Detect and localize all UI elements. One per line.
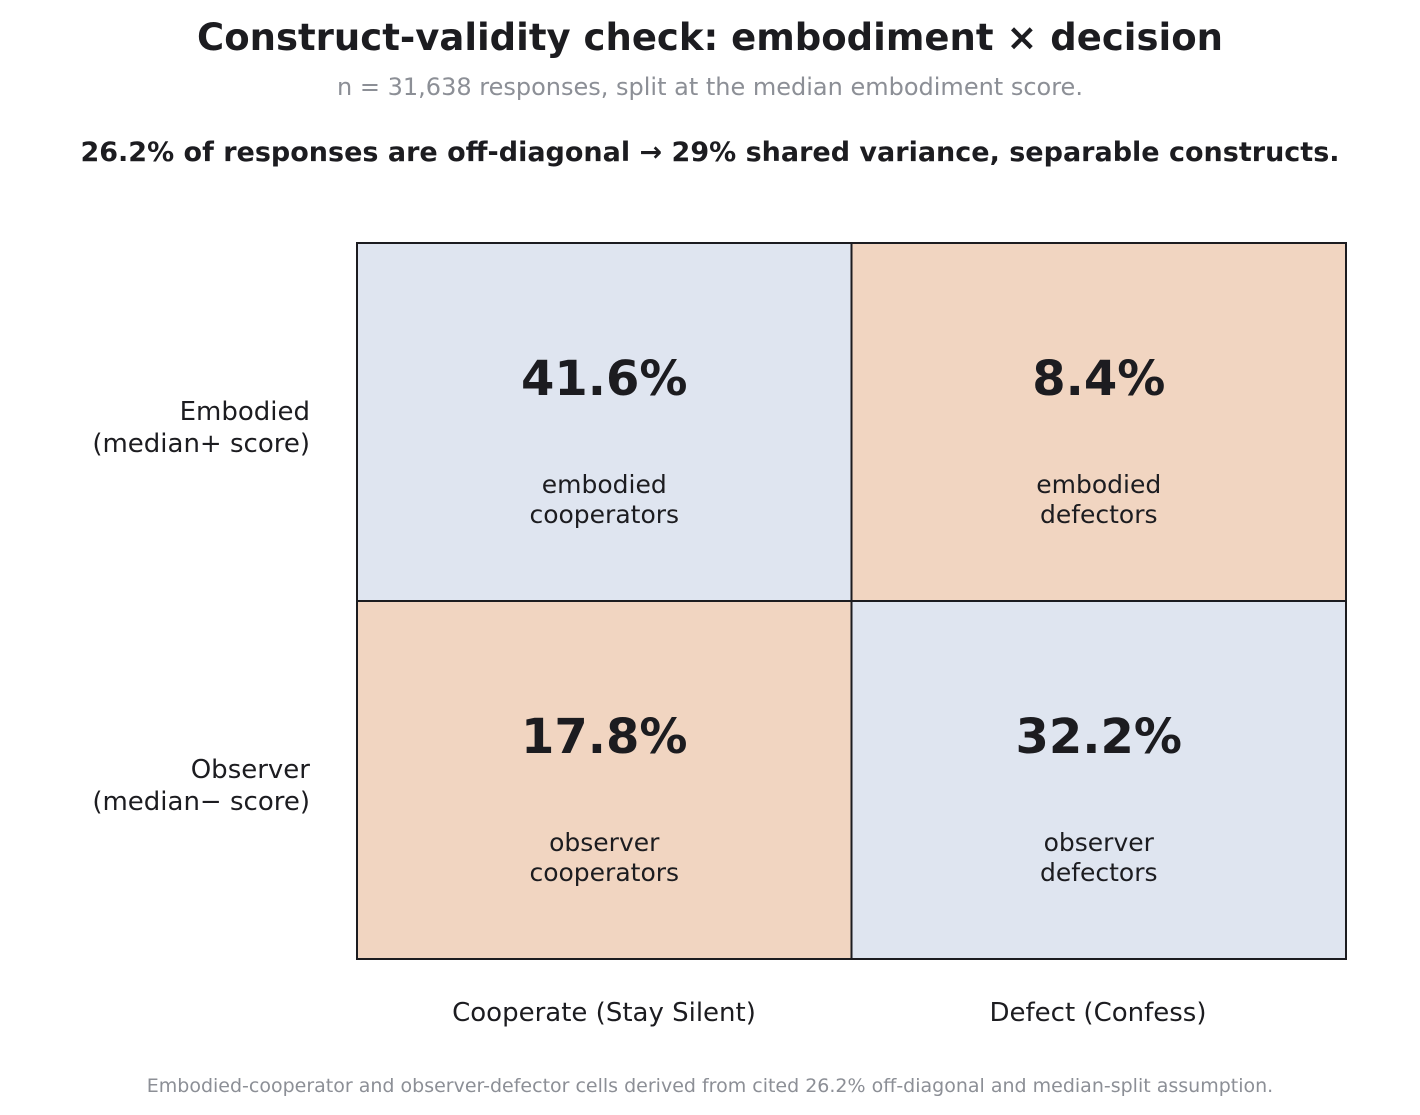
cell-embodied-cooperators-label-line2: cooperators xyxy=(529,500,679,529)
cell-embodied-defectors-label-line2: defectors xyxy=(1040,500,1158,529)
col-label-defect: Defect (Confess) xyxy=(989,998,1207,1028)
row-label-embodied-line1: Embodied xyxy=(179,397,310,427)
chart-footnote: Embodied-cooperator and observer-defecto… xyxy=(146,1075,1274,1097)
cell-observer-cooperators-value: 17.8% xyxy=(521,709,688,765)
row-label-observer-line1: Observer xyxy=(190,755,310,785)
cell-embodied-cooperators-value: 41.6% xyxy=(521,351,688,407)
row-label-embodied: Embodied (median+ score) xyxy=(10,396,310,460)
chart-subtitle: n = 31,638 responses, split at the media… xyxy=(337,73,1083,101)
chart-headline: 26.2% of responses are off-diagonal → 29… xyxy=(80,137,1340,168)
cell-observer-cooperators-label-line2: cooperators xyxy=(529,858,679,887)
cell-observer-cooperators xyxy=(356,600,853,960)
chart-title: Construct-validity check: embodiment × d… xyxy=(197,16,1223,59)
row-label-observer: Observer (median− score) xyxy=(10,754,310,818)
cell-observer-defectors xyxy=(850,600,1347,960)
cell-observer-defectors-value: 32.2% xyxy=(1015,709,1182,765)
cell-embodied-defectors-value: 8.4% xyxy=(1032,351,1165,407)
cell-observer-cooperators-label-line1: observer xyxy=(549,828,660,857)
row-label-observer-line2: (median− score) xyxy=(92,787,310,817)
cell-embodied-cooperators xyxy=(356,242,853,602)
cell-observer-defectors-label-line2: defectors xyxy=(1040,858,1158,887)
cell-observer-defectors-label-line1: observer xyxy=(1044,828,1155,857)
row-label-embodied-line2: (median+ score) xyxy=(92,429,310,459)
cell-embodied-defectors xyxy=(850,242,1347,602)
cell-embodied-cooperators-label-line1: embodied xyxy=(542,470,667,499)
cell-embodied-defectors-label-line1: embodied xyxy=(1036,470,1161,499)
col-label-cooperate: Cooperate (Stay Silent) xyxy=(452,998,756,1028)
